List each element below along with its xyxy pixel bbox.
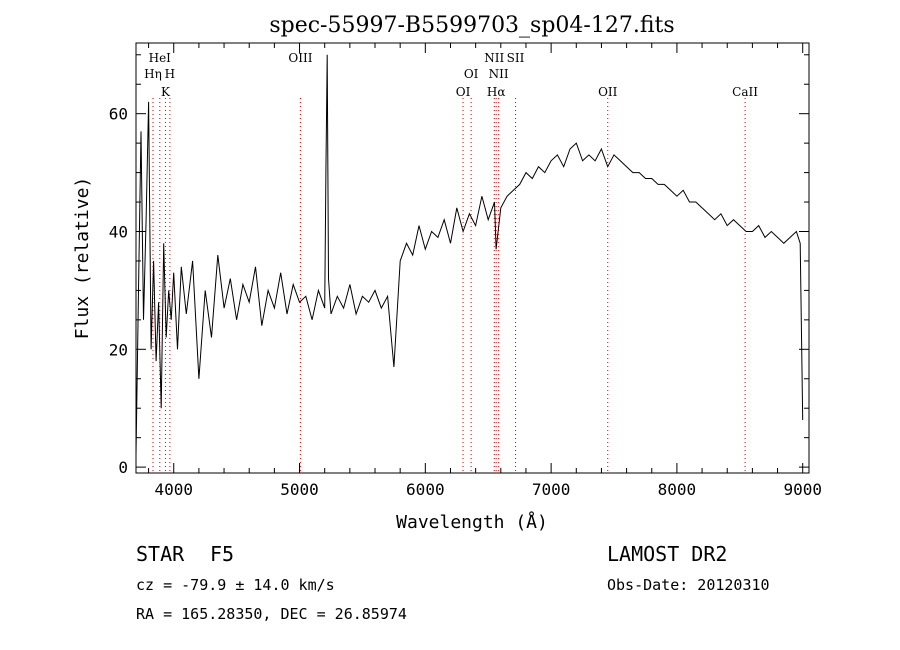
line-marker-label: SII	[507, 51, 525, 65]
object-subclass: F5	[210, 542, 234, 566]
y-axis-label: Flux (relative)	[72, 177, 93, 340]
observation-date: Obs-Date: 20120310	[607, 576, 770, 594]
line-marker-label: OI	[456, 85, 471, 99]
x-tick-label: 6000	[406, 480, 445, 499]
x-tick-label: 5000	[280, 480, 319, 499]
line-marker-label: NII	[489, 67, 509, 81]
plot-frame	[135, 42, 810, 474]
x-tick-label: 8000	[658, 480, 697, 499]
spectrum-series-line	[135, 54, 804, 456]
x-axis-ticks: 4000 5000 6000 7000 8000 9000	[148, 43, 822, 499]
y-axis-ticks: 0 20 40 60	[109, 54, 809, 477]
x-tick-label: 9000	[783, 480, 822, 499]
line-marker-label: HeI	[149, 51, 172, 65]
line-marker-label: Hα	[487, 85, 506, 99]
line-marker-label: OI	[464, 67, 479, 81]
y-tick-label: 20	[109, 340, 128, 359]
y-tick-label: 60	[109, 105, 128, 124]
line-marker-label: K	[161, 85, 171, 99]
x-axis-label: Wavelength (Å)	[396, 511, 548, 533]
x-tick-label: 4000	[154, 480, 193, 499]
line-marker-label: H	[165, 67, 175, 81]
line-marker-label: NII	[484, 51, 504, 65]
redshift-velocity: cz = -79.9 ± 14.0 km/s	[136, 576, 335, 594]
line-marker-label: OII	[598, 85, 618, 99]
line-marker-label: Hη	[144, 67, 162, 81]
y-tick-label: 0	[118, 458, 128, 477]
object-class: STAR	[136, 542, 185, 566]
coordinates: RA = 165.28350, DEC = 26.85974	[136, 605, 407, 623]
chart-title: spec-55997-B5599703_sp04-127.fits	[269, 13, 674, 38]
survey-name: LAMOST DR2	[607, 542, 727, 566]
line-marker-label: CaII	[732, 85, 758, 99]
line-marker-label: OIII	[288, 51, 312, 65]
y-tick-label: 40	[109, 222, 128, 241]
x-tick-label: 7000	[532, 480, 571, 499]
